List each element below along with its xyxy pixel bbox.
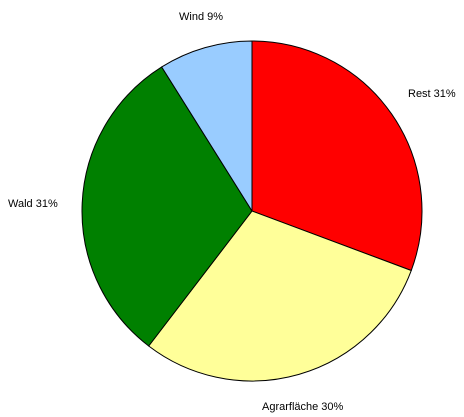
pie-labels: Rest 31% Agrarfläche 30% Wald 31% Wind 9% [8,11,456,413]
pie-slice-agrarfl-che [148,210,412,382]
slice-label-wind: Wind 9% [179,11,223,23]
pie-slices [81,40,423,382]
pie-slice-wald [81,66,253,347]
pie-slice-wind [161,40,253,212]
slice-label-rest: Rest 31% [408,88,456,100]
slice-label-agrarfl-che: Agrarfläche 30% [262,401,344,413]
slice-label-wald: Wald 31% [8,198,58,210]
pie-slice-rest [251,40,423,272]
